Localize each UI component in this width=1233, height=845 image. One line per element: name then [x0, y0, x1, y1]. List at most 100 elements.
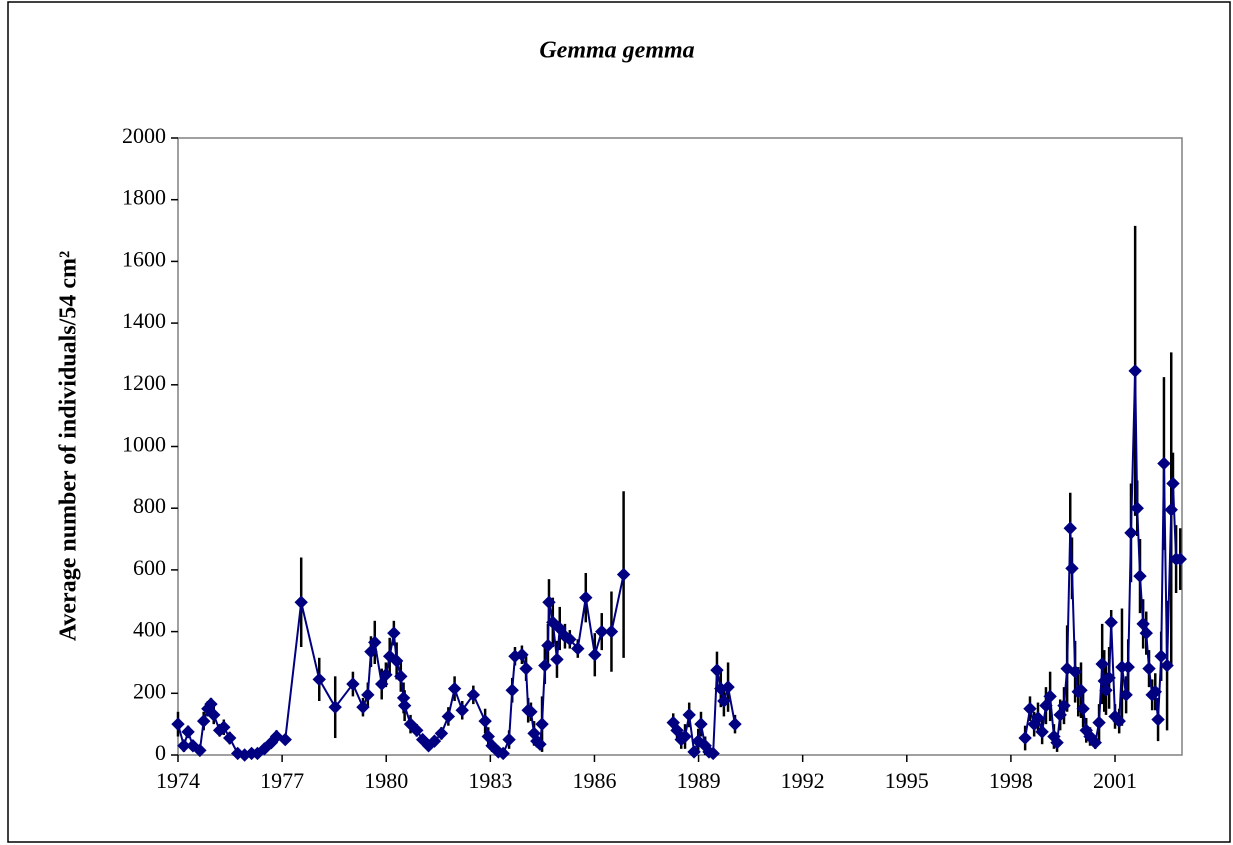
data-point	[595, 624, 609, 639]
data-point	[294, 595, 308, 609]
data-point	[678, 729, 692, 744]
data-point	[1031, 711, 1045, 725]
data-point	[278, 732, 292, 747]
data-point	[542, 595, 556, 609]
data-point	[550, 652, 564, 667]
data-point	[1104, 615, 1118, 630]
x-tick-label: 1995	[885, 768, 929, 793]
data-point	[1102, 671, 1116, 685]
data-point	[1160, 658, 1174, 673]
data-point	[328, 700, 342, 714]
data-point	[1076, 702, 1090, 716]
data-point	[1068, 664, 1082, 679]
data-point	[455, 703, 469, 717]
data-point	[706, 746, 720, 761]
data-point	[579, 590, 593, 605]
data-point	[181, 725, 195, 739]
data-point	[533, 737, 547, 751]
data-point	[1065, 561, 1079, 576]
data-point	[1130, 501, 1144, 515]
data-point	[670, 723, 684, 738]
data-point	[604, 624, 619, 639]
data-point	[721, 680, 735, 694]
data-point	[563, 632, 577, 647]
data-point	[1095, 657, 1109, 671]
data-point	[269, 729, 284, 744]
data-point	[394, 669, 408, 684]
data-point	[204, 697, 218, 711]
data-point	[389, 654, 404, 668]
y-tick-label: 0	[155, 740, 166, 765]
data-point	[588, 648, 602, 662]
x-tick-label: 1974	[156, 768, 200, 793]
data-point	[496, 746, 510, 761]
data-point	[1166, 476, 1180, 491]
data-point	[427, 734, 442, 748]
x-tick-label: 2001	[1093, 768, 1137, 793]
x-tick-label: 1998	[989, 768, 1033, 793]
data-point	[502, 732, 516, 747]
data-point	[1023, 702, 1037, 716]
y-tick-label: 600	[133, 555, 166, 580]
data-point	[375, 677, 389, 691]
x-tick-label: 1980	[364, 768, 408, 793]
y-tick-label: 400	[133, 617, 166, 642]
data-point	[171, 717, 185, 731]
data-point	[1121, 660, 1135, 674]
data-point	[535, 717, 549, 731]
data-point	[1050, 735, 1064, 750]
data-point	[546, 615, 560, 630]
data-point	[1112, 714, 1126, 728]
data-point	[207, 708, 221, 722]
data-point	[361, 688, 375, 702]
plot-area	[177, 137, 1183, 756]
data-point	[356, 700, 370, 714]
data-point	[694, 717, 708, 731]
data-point	[387, 626, 401, 640]
data-point	[541, 638, 555, 653]
data-point	[1092, 715, 1106, 730]
data-point	[710, 663, 724, 677]
y-tick-label: 1400	[122, 308, 166, 333]
x-tick-label: 1992	[781, 768, 825, 793]
data-point	[397, 698, 412, 713]
data-point	[1035, 725, 1049, 739]
data-point	[481, 729, 495, 744]
data-point	[728, 717, 742, 731]
data-point	[1053, 708, 1067, 722]
data-point	[466, 688, 481, 702]
data-point	[441, 709, 456, 724]
data-point	[257, 742, 272, 756]
y-tick-label: 2000	[122, 123, 166, 148]
data-point	[1043, 689, 1057, 704]
data-point	[1088, 735, 1102, 750]
data-point	[538, 658, 552, 673]
data-point	[196, 714, 211, 728]
data-point	[312, 672, 326, 687]
data-point	[1139, 626, 1153, 640]
data-point	[410, 723, 424, 738]
data-point	[177, 739, 191, 753]
y-axis-label: Average number of individuals/54 cm²	[56, 251, 82, 641]
y-tick-label: 1800	[122, 185, 166, 210]
data-point	[1173, 552, 1187, 566]
data-point	[368, 635, 382, 650]
data-point	[346, 677, 360, 691]
data-point	[364, 644, 378, 659]
data-point	[186, 739, 200, 753]
y-tick-label: 1600	[122, 246, 166, 271]
data-point	[1119, 688, 1133, 702]
data-point	[1124, 526, 1138, 540]
data-point	[379, 668, 393, 682]
y-tick-label: 200	[133, 678, 166, 703]
data-point	[1063, 521, 1077, 535]
data-point	[217, 720, 231, 734]
data-point	[1039, 698, 1053, 713]
data-point	[1142, 661, 1156, 676]
data-point	[616, 567, 631, 582]
data-point	[223, 731, 237, 745]
data-point	[571, 641, 585, 656]
data-point	[1148, 685, 1162, 699]
x-tick-label: 1977	[260, 768, 304, 793]
